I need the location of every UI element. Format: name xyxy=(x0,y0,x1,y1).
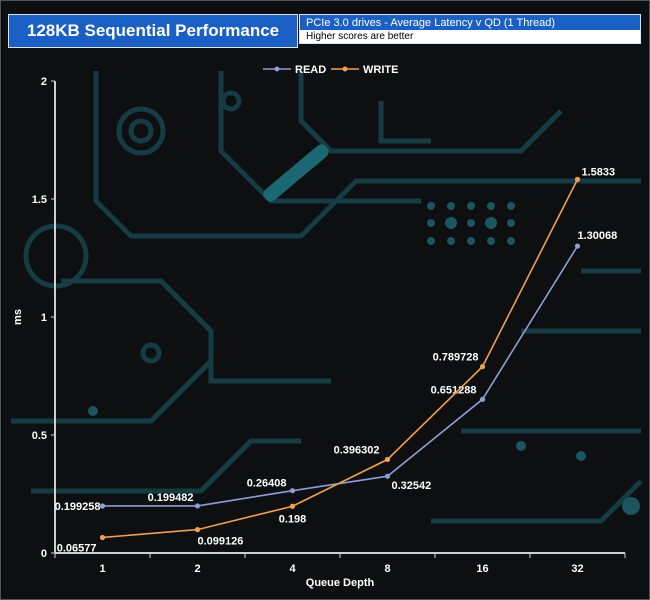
x-tick-label: 32 xyxy=(571,563,583,575)
y-tick-label: 1 xyxy=(41,312,47,324)
data-point-write xyxy=(384,456,391,463)
data-label-read: 0.26408 xyxy=(247,478,287,490)
data-label-read: 0.199482 xyxy=(148,492,194,504)
legend-write-label: WRITE xyxy=(363,64,398,76)
data-label-write: 0.099126 xyxy=(198,536,244,548)
circuit-chip xyxy=(263,144,329,202)
x-tick-label: 16 xyxy=(476,563,488,575)
series-line-read xyxy=(102,245,579,507)
y-tick-label: 0 xyxy=(41,548,47,560)
legend-read-label: READ xyxy=(295,64,326,76)
data-label-read: 0.199258 xyxy=(55,501,101,513)
y-tick-label: 0.5 xyxy=(32,430,47,442)
data-point-read xyxy=(194,503,201,509)
legend: READ WRITE xyxy=(263,64,398,76)
legend-write-marker xyxy=(342,66,348,72)
data-point-write xyxy=(479,364,486,370)
data-label-read: 0.32542 xyxy=(392,480,432,492)
x-tick-label: 2 xyxy=(194,563,200,575)
series-layer: 0.199258 0.199482 0.26408 0.32542 0.651288 1.… xyxy=(55,166,618,554)
data-label-read: 0.651288 xyxy=(431,384,477,396)
x-axis-title: Queue Depth xyxy=(306,577,375,589)
y-tick-label: 2 xyxy=(41,76,47,88)
data-point-write xyxy=(99,534,106,541)
y-tick-label: 1.5 xyxy=(32,194,47,206)
chart-note: Higher scores are better xyxy=(299,30,641,44)
circuit-dots xyxy=(88,202,640,515)
series-line-write xyxy=(102,178,579,539)
chart-subtitle: PCIe 3.0 drives - Average Latency v QD (… xyxy=(299,14,641,30)
data-label-write: 1.5833 xyxy=(582,166,616,178)
data-label-write: 0.789728 xyxy=(433,352,479,364)
data-label-write: 0.396302 xyxy=(334,444,380,456)
x-tick-label: 8 xyxy=(384,563,390,575)
series-write: 0.06577 0.099126 0.198 0.396302 0.789728 1.58… xyxy=(57,166,615,554)
x-ticks: 1 2 4 8 16 32 xyxy=(54,553,626,575)
data-point-read xyxy=(289,488,296,494)
data-point-read xyxy=(99,503,106,509)
data-point-write xyxy=(194,527,201,533)
data-point-read xyxy=(574,243,581,249)
chart-title: 128KB Sequential Performance xyxy=(8,14,298,48)
data-label-write: 0.198 xyxy=(279,513,307,525)
y-ticks: 0 0.5 1 1.5 2 xyxy=(32,76,55,560)
y-axis-title: ms xyxy=(12,309,24,325)
data-point-read xyxy=(384,473,391,479)
data-point-write xyxy=(574,176,581,182)
circuit-background xyxy=(11,71,643,524)
data-label-write: 0.06577 xyxy=(57,542,97,554)
legend-read-marker xyxy=(274,66,280,72)
data-label-read: 1.30068 xyxy=(578,230,618,242)
series-read: 0.199258 0.199482 0.26408 0.32542 0.651288 1.… xyxy=(55,230,618,513)
data-point-write xyxy=(289,503,296,509)
data-point-read xyxy=(479,396,486,402)
x-tick-label: 4 xyxy=(289,563,296,575)
x-tick-label: 1 xyxy=(99,563,105,575)
